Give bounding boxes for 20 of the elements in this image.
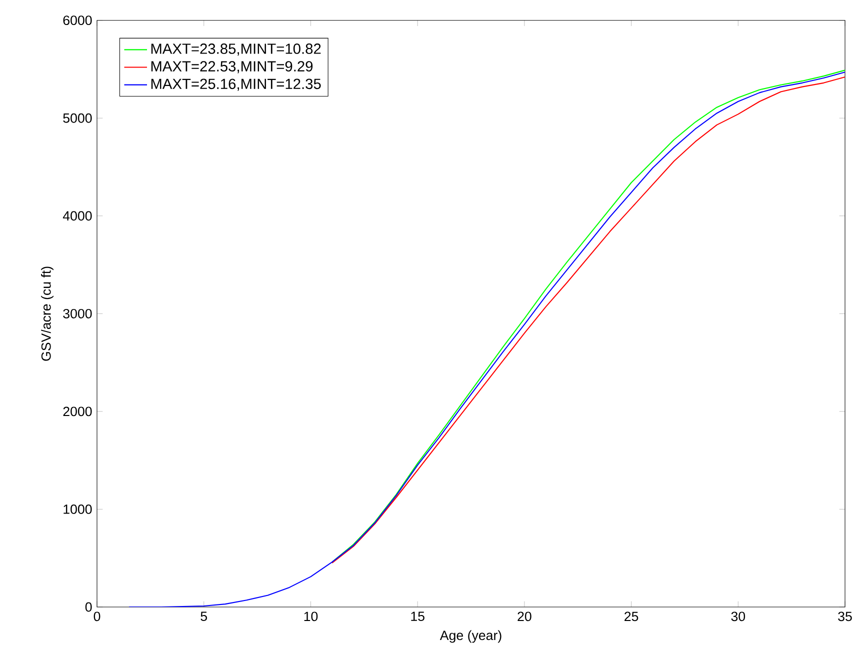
legend-label: MAXT=25.16,MINT=12.35 xyxy=(151,78,321,91)
y-tick-label: 4000 xyxy=(62,211,92,221)
y-tick-label: 2000 xyxy=(63,406,92,416)
y-tick-label: 3000 xyxy=(63,308,92,318)
x-tick-label: 35 xyxy=(838,612,852,622)
x-tick-label: 15 xyxy=(411,612,424,622)
x-tick-label: 10 xyxy=(304,612,318,622)
y-axis-title: GSV/acre (cu ft) xyxy=(41,266,54,361)
x-axis-title: Age (year) xyxy=(440,630,502,643)
y-tick-label: 5000 xyxy=(63,113,92,123)
y-tick-label: 1000 xyxy=(64,504,92,514)
legend-label: MAXT=23.85,MINT=10.82 xyxy=(151,44,321,56)
x-tick-label: 20 xyxy=(518,612,532,622)
legend-label: MAXT=22.53,MINT=9.29 xyxy=(151,61,313,74)
x-tick-label: 0 xyxy=(94,612,100,622)
y-tick-label: 6000 xyxy=(63,16,92,26)
y-tick-label: 0 xyxy=(85,602,92,612)
x-tick-label: 25 xyxy=(624,612,638,622)
x-tick-label: 30 xyxy=(731,612,746,622)
x-tick-label: 5 xyxy=(200,612,208,622)
